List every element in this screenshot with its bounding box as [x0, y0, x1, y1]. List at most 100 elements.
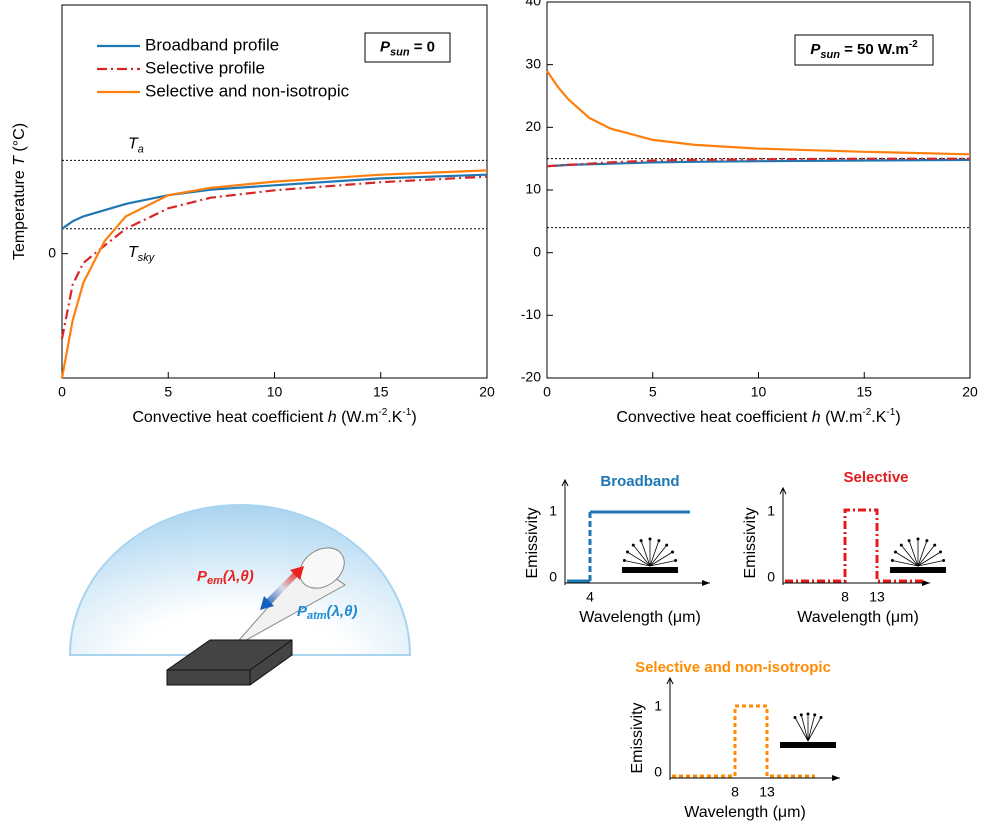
- x-tick-label: 20: [962, 384, 978, 400]
- y-tick-label: -20: [521, 369, 541, 385]
- emissivity-label: Emissivity: [629, 702, 646, 773]
- ray-tip: [657, 539, 661, 543]
- ray-tip: [631, 543, 635, 547]
- ray: [649, 560, 676, 567]
- ray: [627, 551, 651, 567]
- x-tick-label: 8: [841, 589, 849, 605]
- text-part: -1: [886, 407, 895, 418]
- x-tick-label: 4: [586, 589, 594, 605]
- ray-tip: [648, 537, 652, 541]
- axis-arrow: [561, 478, 569, 487]
- ray: [632, 544, 651, 567]
- rich-text: Psun = 50 W.m-2: [810, 39, 918, 61]
- text-part: T: [128, 136, 139, 153]
- text-part: T: [11, 155, 28, 166]
- emitter: [780, 742, 836, 748]
- rich-text: Tsky: [128, 244, 156, 264]
- ray-tip: [671, 550, 675, 554]
- cone-end: [299, 547, 345, 589]
- ray: [649, 544, 668, 567]
- x-tick-label: 10: [267, 384, 283, 400]
- ray: [917, 551, 941, 567]
- ray: [892, 560, 919, 567]
- text-part: sky: [138, 252, 156, 264]
- arrow-head: [260, 596, 274, 610]
- text-part: sun: [390, 46, 410, 58]
- t: atm: [307, 610, 327, 622]
- arrow-head: [290, 566, 304, 580]
- emitter: [890, 567, 946, 573]
- ray: [917, 540, 928, 567]
- slab-edge: [167, 639, 293, 685]
- t: P: [197, 568, 208, 585]
- series-line: [546, 157, 970, 168]
- wavelength-label: Wavelength (μm): [684, 804, 806, 821]
- ray-tip: [899, 543, 903, 547]
- ray: [895, 551, 919, 567]
- p-em-label: Pem(λ,θ): [197, 568, 254, 587]
- x-tick-label: 5: [649, 384, 657, 400]
- legend-label: Broadband profile: [145, 35, 279, 54]
- text-part: h: [812, 409, 821, 426]
- text-part: T: [128, 244, 139, 261]
- rich-text: Temperature T (°C): [11, 123, 28, 260]
- zero-label: 0: [549, 569, 557, 585]
- text-part: -1: [402, 407, 411, 418]
- x-tick-label: 5: [164, 384, 172, 400]
- x-tick-label: 10: [751, 384, 767, 400]
- text-part: Convective heat coefficient: [616, 409, 811, 426]
- text-part: P: [380, 38, 391, 55]
- ray-tip: [819, 715, 823, 719]
- annotation-box: [364, 32, 451, 63]
- ray-tip: [665, 543, 669, 547]
- one-label: 1: [654, 698, 662, 714]
- one-label: 1: [767, 503, 775, 519]
- x-tick-label: 13: [869, 589, 885, 605]
- x-tick-label: 0: [58, 384, 66, 400]
- panel-title: Selective: [843, 469, 908, 486]
- series-line: [60, 169, 488, 379]
- emitter: [622, 567, 678, 573]
- ray-tip: [916, 537, 920, 541]
- rich-text: Convective heat coefficient h (W.m-2.K-1…: [132, 407, 416, 427]
- ray-tip: [925, 539, 929, 543]
- y-tick-label: -10: [521, 306, 541, 322]
- ray: [624, 560, 651, 567]
- wavelength-label: Wavelength (μm): [579, 609, 701, 626]
- t: (λ,θ): [223, 568, 254, 585]
- y-tick-label: 30: [525, 55, 541, 71]
- text-part: a: [138, 143, 144, 155]
- text-part: -2: [378, 407, 387, 418]
- t: (λ,θ): [327, 603, 358, 620]
- text-part: sun: [820, 49, 840, 61]
- x-tick-label: 15: [856, 384, 872, 400]
- text-part: .K: [387, 409, 402, 426]
- ray-tip: [806, 712, 810, 716]
- y-tick-label: 0: [48, 244, 56, 260]
- ray: [794, 717, 809, 742]
- ray-tip: [674, 558, 678, 562]
- zero-label: 0: [767, 569, 775, 585]
- ray: [640, 540, 651, 567]
- text-part: Temperature: [11, 166, 28, 260]
- rich-text: Convective heat coefficient h (W.m-2.K-1…: [616, 407, 900, 427]
- profile: [672, 704, 815, 778]
- annotation-box: [794, 34, 934, 66]
- text-part: -2: [862, 407, 871, 418]
- ray: [649, 540, 660, 567]
- axis-arrow: [702, 580, 710, 586]
- text-part: = 50 W.m: [840, 41, 909, 58]
- y-tick-label: 0: [533, 243, 541, 259]
- legend-label: Selective profile: [145, 58, 265, 77]
- series-line: [546, 70, 971, 156]
- ray: [800, 714, 809, 742]
- ray-tip: [639, 539, 643, 543]
- series-line: [61, 173, 488, 230]
- y-tick-label: 40: [525, 0, 541, 9]
- ray-tip: [893, 550, 897, 554]
- p-atm-label: Patm(λ,θ): [297, 603, 357, 622]
- series-line: [60, 175, 488, 340]
- ray: [649, 551, 673, 567]
- t: P: [297, 603, 308, 620]
- ray: [917, 560, 944, 567]
